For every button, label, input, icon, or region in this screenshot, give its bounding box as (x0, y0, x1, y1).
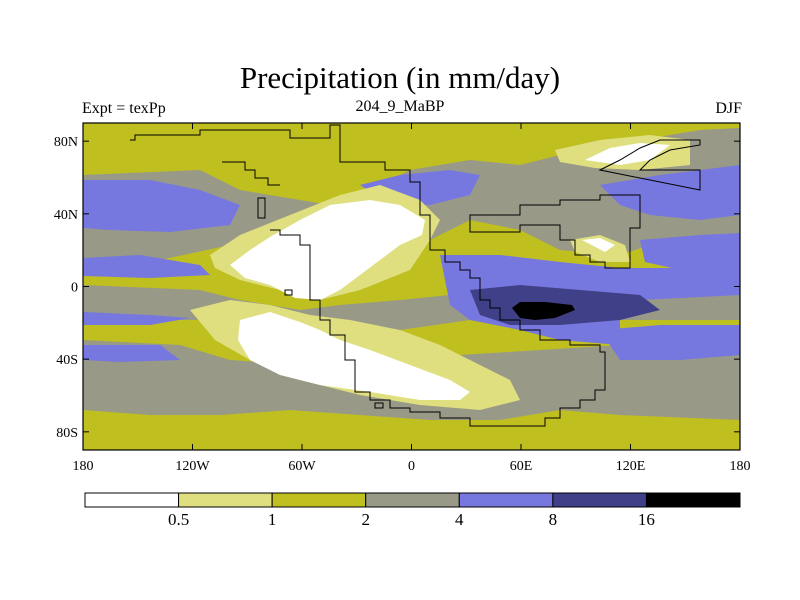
field-dry-south (238, 312, 470, 400)
period-label: 204_9_MaBP (355, 98, 445, 115)
plot-title: Precipitation (in mm/day) (239, 60, 561, 95)
lat-tick-label: 80N (54, 135, 78, 150)
experiment-label: Expt = texPp (82, 100, 166, 117)
season-label: DJF (715, 100, 742, 117)
lon-tick-label: 120W (175, 459, 210, 474)
coastline (130, 124, 701, 427)
field-black-core (512, 302, 575, 320)
colorbar-swatch (178, 492, 273, 508)
lon-tick-label: 120E (616, 459, 646, 474)
coastline-small-island-2 (374, 402, 384, 409)
lon-tick-label: 60W (288, 459, 316, 474)
colorbar-swatch (271, 492, 367, 508)
colorbar-label: 1 (268, 510, 277, 529)
longitude-axis: 180 120W 60W 0 60E 120E 180 (73, 123, 751, 474)
coastline-arctic (598, 139, 701, 191)
field-blue-south-west (83, 312, 190, 325)
colorbar-swatch (645, 492, 741, 508)
lon-tick-label: 0 (408, 459, 415, 474)
colorbar-swatch (458, 492, 554, 508)
field-blue-ne (600, 165, 740, 220)
lat-tick-label: 0 (71, 281, 78, 296)
coastline-asia (469, 194, 641, 269)
colorbar-label: 8 (549, 510, 558, 529)
field-blue-nw (83, 180, 240, 232)
field-blue-west-band (83, 255, 210, 278)
field-dry-east (582, 238, 615, 252)
colorbar-label: 2 (361, 510, 370, 529)
field-blue-east-band (640, 233, 740, 272)
coastline-nw-islands (222, 161, 280, 186)
coastline-small-island (284, 289, 293, 296)
lon-tick-label: 180 (73, 459, 94, 474)
field-blue-south-east (600, 325, 740, 360)
colorbar-swatch (84, 492, 180, 508)
coastline-path (130, 124, 606, 427)
coastline-west-strip (257, 197, 266, 219)
colorbar-swatch (552, 492, 647, 508)
field-dry-arctic (585, 143, 670, 165)
colorbar-label: 4 (455, 510, 464, 529)
field-blue-sw-small (83, 345, 180, 362)
colorbar-label: 16 (638, 510, 655, 529)
colorbar-label: 0.5 (168, 510, 189, 529)
latitude-axis: 80N 40N 0 40S 80S (54, 135, 740, 441)
colorbar-swatch (365, 492, 460, 508)
lat-tick-label: 40N (54, 208, 78, 223)
lat-tick-label: 80S (56, 426, 78, 441)
field-dry-north (230, 200, 425, 300)
colorbar: 0.5 1 2 4 8 16 (84, 492, 741, 529)
lon-tick-label: 180 (730, 459, 751, 474)
lon-tick-label: 60E (510, 459, 533, 474)
lat-tick-label: 40S (56, 353, 78, 368)
map-field (83, 123, 740, 450)
